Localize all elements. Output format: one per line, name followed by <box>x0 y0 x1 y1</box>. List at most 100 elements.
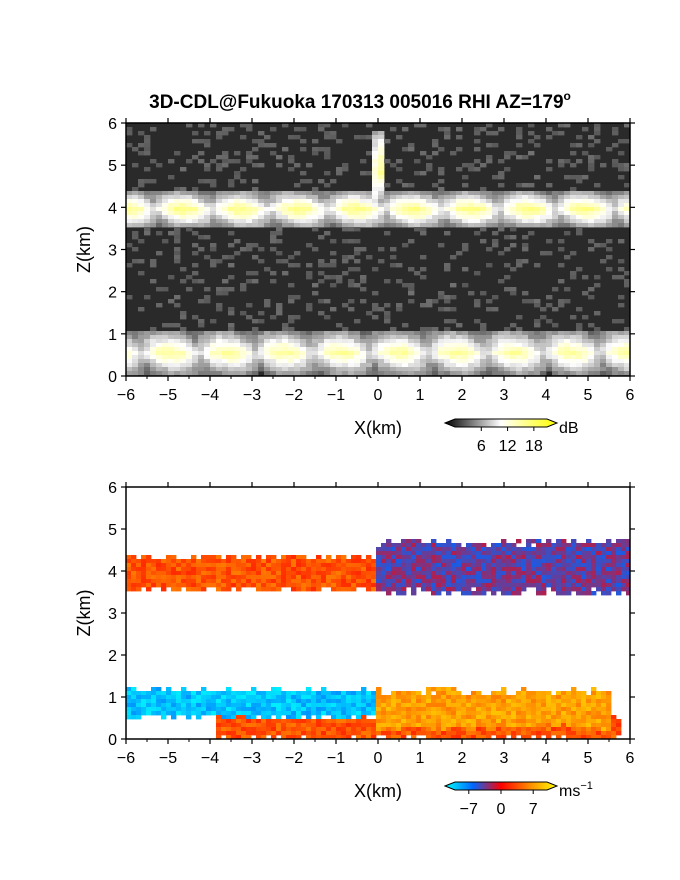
velocity-cell <box>596 711 602 716</box>
velocity-cell <box>546 691 552 696</box>
reflectivity-cell <box>426 223 433 228</box>
reflectivity-cell <box>396 179 403 184</box>
reflectivity-cell <box>258 131 265 136</box>
velocity-cell <box>286 695 292 700</box>
reflectivity-cell <box>456 335 463 340</box>
velocity-cell <box>186 695 192 700</box>
velocity-cell <box>381 563 387 568</box>
reflectivity-cell <box>348 299 355 304</box>
velocity-cell <box>496 727 502 732</box>
x-tick-label: 3 <box>500 387 509 404</box>
reflectivity-cell <box>624 183 630 188</box>
velocity-cell <box>476 579 482 584</box>
velocity-cell <box>466 731 472 736</box>
reflectivity-cell <box>348 359 355 364</box>
reflectivity-cell <box>168 207 175 212</box>
reflectivity-cell <box>492 239 499 244</box>
reflectivity-cell <box>174 199 181 204</box>
reflectivity-cell <box>486 347 493 352</box>
reflectivity-cell <box>420 211 427 216</box>
velocity-cell <box>171 703 177 708</box>
reflectivity-cell <box>204 163 211 168</box>
reflectivity-cell <box>510 355 517 360</box>
reflectivity-cell <box>516 211 523 216</box>
reflectivity-cell <box>378 139 385 144</box>
velocity-cell <box>591 543 597 548</box>
velocity-cell <box>476 731 482 736</box>
reflectivity-cell <box>288 255 295 260</box>
velocity-cell <box>496 543 502 548</box>
reflectivity-cell <box>156 195 163 200</box>
velocity-cell <box>291 691 297 696</box>
reflectivity-cell <box>390 203 397 208</box>
velocity-cell <box>611 563 617 568</box>
reflectivity-cell <box>576 227 583 232</box>
velocity-cell <box>326 559 332 564</box>
reflectivity-cell <box>378 335 385 340</box>
velocity-cell <box>461 575 467 580</box>
reflectivity-cell <box>390 343 397 348</box>
reflectivity-cell <box>360 247 367 252</box>
reflectivity-cell <box>606 339 613 344</box>
reflectivity-cell <box>372 339 379 344</box>
velocity-cell <box>566 723 572 728</box>
reflectivity-cell <box>558 199 565 204</box>
velocity-cell <box>336 707 342 712</box>
reflectivity-cell <box>456 223 463 228</box>
velocity-cell <box>536 583 542 588</box>
velocity-cell <box>621 563 627 568</box>
reflectivity-cell <box>180 351 187 356</box>
velocity-cell <box>376 587 382 592</box>
velocity-cell <box>511 695 517 700</box>
velocity-cell <box>376 707 382 712</box>
reflectivity-cell <box>624 283 630 288</box>
velocity-cell <box>536 543 542 548</box>
velocity-cell <box>201 695 207 700</box>
velocity-cell <box>391 543 397 548</box>
reflectivity-cell <box>372 351 379 356</box>
velocity-cell <box>391 571 397 576</box>
velocity-cell <box>501 719 507 724</box>
reflectivity-cell <box>318 195 325 200</box>
reflectivity-cell <box>450 219 457 224</box>
reflectivity-cell <box>318 299 325 304</box>
reflectivity-cell <box>600 163 607 168</box>
reflectivity-cell <box>456 203 463 208</box>
velocity-cell <box>556 711 562 716</box>
reflectivity-cell <box>318 279 325 284</box>
velocity-cell <box>346 563 352 568</box>
reflectivity-cell <box>360 367 367 372</box>
reflectivity-cell <box>426 219 433 224</box>
reflectivity-cell <box>222 351 229 356</box>
reflectivity-cell <box>348 335 355 340</box>
velocity-cell <box>306 719 312 724</box>
velocity-cell <box>386 703 392 708</box>
reflectivity-cell <box>462 219 469 224</box>
velocity-cell <box>226 571 232 576</box>
velocity-cell <box>156 583 162 588</box>
reflectivity-cell <box>396 159 403 164</box>
velocity-cell <box>606 711 612 716</box>
velocity-cell <box>131 691 137 696</box>
velocity-cell <box>486 563 492 568</box>
velocity-cell <box>511 579 517 584</box>
reflectivity-cell <box>300 335 307 340</box>
reflectivity-cell <box>516 259 523 264</box>
velocity-cell <box>441 719 447 724</box>
reflectivity-cell <box>294 223 301 228</box>
velocity-cell <box>201 699 207 704</box>
reflectivity-cell <box>252 207 259 212</box>
reflectivity-cell <box>516 263 523 268</box>
reflectivity-cell <box>450 335 457 340</box>
velocity-cell <box>356 555 362 560</box>
reflectivity-cell <box>330 239 337 244</box>
reflectivity-cell <box>492 203 499 208</box>
reflectivity-cell <box>264 351 271 356</box>
velocity-cell <box>541 707 547 712</box>
reflectivity-cell <box>150 359 157 364</box>
reflectivity-cell <box>222 279 229 284</box>
velocity-cell <box>546 719 552 724</box>
reflectivity-cell <box>294 219 301 224</box>
reflectivity-cell <box>318 339 325 344</box>
velocity-cell <box>456 543 462 548</box>
